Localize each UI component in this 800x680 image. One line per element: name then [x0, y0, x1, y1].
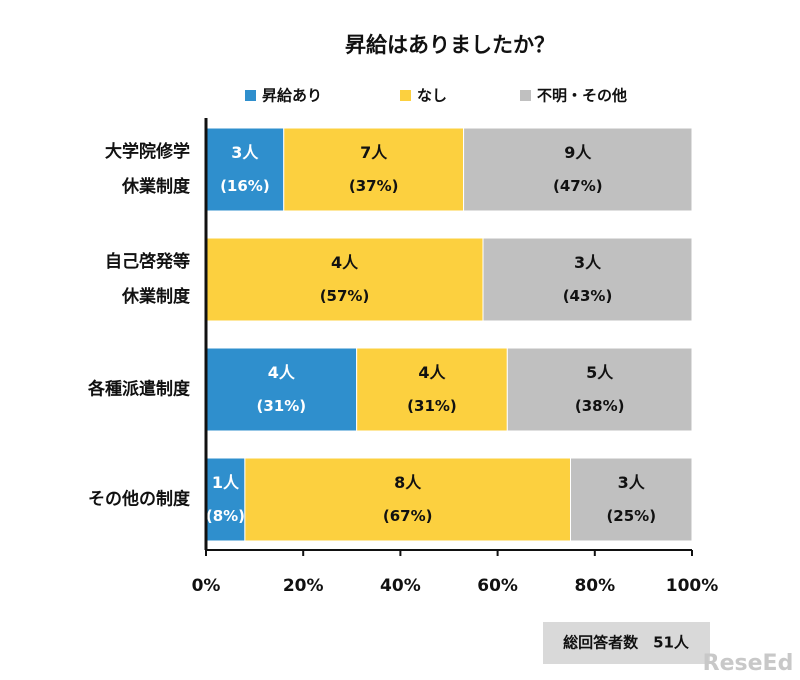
count-label: 8人 [394, 473, 422, 492]
value-label: (16%) [220, 177, 270, 195]
y-tick-label: 各種派遣制度 [87, 379, 191, 400]
chart-title: 昇給はありましたか？ [345, 33, 555, 57]
x-tick-label: 80% [574, 576, 615, 596]
x-tick-label: 100% [666, 576, 719, 596]
bar-segment [205, 457, 246, 542]
count-label: 3人 [618, 473, 646, 492]
bar-segment [205, 127, 285, 212]
y-tick-label: その他の制度 [88, 489, 191, 510]
value-label: (31%) [257, 397, 307, 415]
value-label: (67%) [383, 507, 433, 525]
legend-label: 昇給あり [262, 87, 322, 105]
bar-segment [482, 237, 693, 322]
y-tick-label: 休業制度 [121, 286, 191, 307]
legend-swatch [520, 90, 531, 101]
value-label: (47%) [553, 177, 603, 195]
count-label: 4人 [331, 253, 359, 272]
count-label: 4人 [418, 363, 446, 382]
count-label: 3人 [574, 253, 602, 272]
value-label: (25%) [606, 507, 656, 525]
annotation: 総回答者数 51人 [563, 634, 690, 652]
y-tick-label: 大学院修学 [105, 141, 190, 162]
value-label: (37%) [349, 177, 399, 195]
legend-label: なし [417, 87, 447, 105]
x-tick-label: 60% [477, 576, 518, 596]
watermark: ReseEd [703, 651, 794, 676]
value-label: (43%) [563, 287, 613, 305]
bar-segment [570, 457, 693, 542]
count-label: 9人 [564, 143, 592, 162]
value-label: (8%) [206, 507, 245, 525]
y-tick-label: 休業制度 [121, 176, 191, 197]
value-label: (57%) [320, 287, 370, 305]
x-tick-label: 40% [380, 576, 421, 596]
count-label: 5人 [586, 363, 614, 382]
count-label: 7人 [360, 143, 388, 162]
bar-segment [205, 237, 484, 322]
bar-segment [205, 347, 358, 432]
bar-segment [244, 457, 571, 542]
value-label: (38%) [575, 397, 625, 415]
count-label: 3人 [231, 143, 259, 162]
bar-segment [506, 347, 693, 432]
y-tick-label: 自己啓発等 [105, 251, 190, 272]
bar-segment [283, 127, 465, 212]
x-tick-label: 20% [283, 576, 324, 596]
annotation-box [543, 622, 710, 664]
legend-swatch [245, 90, 256, 101]
bar-segment [356, 347, 508, 432]
bar-segment [463, 127, 693, 212]
value-label: (31%) [407, 397, 457, 415]
count-label: 1人 [212, 473, 240, 492]
legend-swatch [400, 90, 411, 101]
x-tick-label: 0% [192, 576, 221, 596]
legend-label: 不明・その他 [537, 87, 627, 105]
count-label: 4人 [268, 363, 296, 382]
